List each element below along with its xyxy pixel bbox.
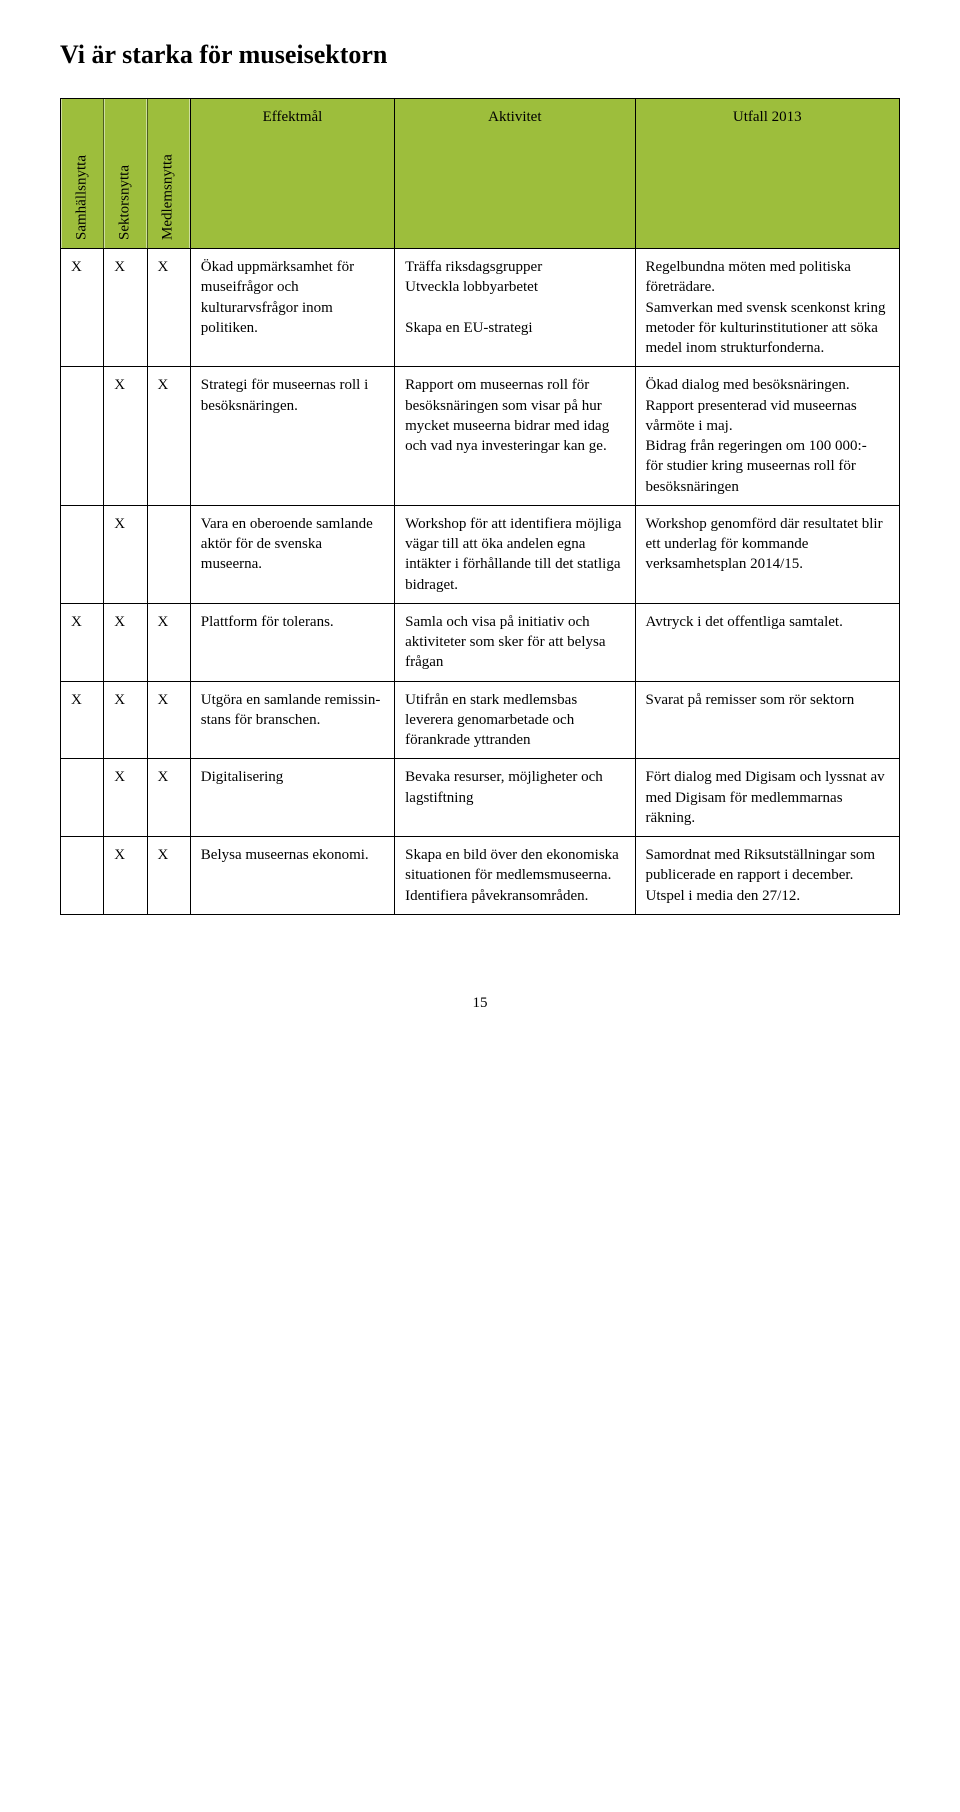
utfall-cell: Svarat på remisser som rör sektorn <box>635 681 899 759</box>
x-mark-cell <box>61 367 104 506</box>
effektmal-table: Samhällsnytta Sektorsnytta Medlemsnytta … <box>60 98 900 915</box>
aktivitet-cell: Bevaka resurser, möjligheter och lag­sti… <box>395 759 635 837</box>
table-row: XXXPlattform för tolerans.Samla och visa… <box>61 603 900 681</box>
col-header-sektorsnytta: Sektorsnytta <box>104 99 147 249</box>
aktivitet-cell: Rapport om mu­seernas roll för besöksnär… <box>395 367 635 506</box>
x-mark-cell: X <box>104 249 147 367</box>
table-row: X Vara en oberoende samlande aktör för de… <box>61 505 900 603</box>
x-mark-cell: X <box>104 681 147 759</box>
utfall-cell: Regelbundna möten med politiska företräd… <box>635 249 899 367</box>
utfall-cell: Avtryck i det offentliga samtalet. <box>635 603 899 681</box>
x-mark-cell: X <box>147 837 190 915</box>
table-body: XXXÖkad upp­märksamhet för museifrågor o… <box>61 249 900 915</box>
x-mark-cell <box>61 837 104 915</box>
table-header-row: Samhällsnytta Sektorsnytta Medlemsnytta … <box>61 99 900 249</box>
x-mark-cell: X <box>147 249 190 367</box>
x-mark-cell: X <box>61 681 104 759</box>
x-mark-cell: X <box>147 603 190 681</box>
effekt-cell: Belysa museernas ekonomi. <box>190 837 394 915</box>
x-mark-cell <box>61 505 104 603</box>
effekt-cell: Utgöra en sam­lande remissin­stans för b… <box>190 681 394 759</box>
col-header-effektmal: Effektmål <box>190 99 394 249</box>
x-mark-cell: X <box>104 505 147 603</box>
col-header-medlemsnytta: Medlemsnytta <box>147 99 190 249</box>
utfall-cell: Ökad dialog med besök­snäringen. Rapport… <box>635 367 899 506</box>
utfall-cell: Samordnat med Riksutställningar som publ… <box>635 837 899 915</box>
x-mark-cell: X <box>147 681 190 759</box>
effekt-cell: Ökad upp­märksamhet för museifrågor och … <box>190 249 394 367</box>
aktivitet-cell: Workshop för att identifiera möjliga väg… <box>395 505 635 603</box>
x-mark-cell: X <box>104 603 147 681</box>
utfall-cell: Workshop genomförd där resultatet blir e… <box>635 505 899 603</box>
utfall-cell: Fört dialog med Digisam och lyssnat av m… <box>635 759 899 837</box>
aktivitet-cell: Samla och visa på initiativ och aktiv­it… <box>395 603 635 681</box>
page-title: Vi är starka för museisektorn <box>60 40 900 70</box>
aktivitet-cell: Träffa riksdagsgrup­per Utveckla lobby­a… <box>395 249 635 367</box>
effekt-cell: Vara en oberoende samlande aktör för de … <box>190 505 394 603</box>
table-row: XXBelysa museernas ekonomi.Skapa en bild… <box>61 837 900 915</box>
x-mark-cell <box>61 759 104 837</box>
x-mark-cell: X <box>61 603 104 681</box>
table-row: XXXUtgöra en sam­lande remissin­stans fö… <box>61 681 900 759</box>
col-header-utfall: Utfall 2013 <box>635 99 899 249</box>
page-number: 15 <box>60 995 900 1012</box>
x-mark-cell: X <box>104 367 147 506</box>
aktivitet-cell: Skapa en bild över den ekonomiska situ­a… <box>395 837 635 915</box>
col-header-samhallsnytta: Samhällsnytta <box>61 99 104 249</box>
x-mark-cell: X <box>147 367 190 506</box>
x-mark-cell: X <box>104 759 147 837</box>
effekt-cell: Strategi för museernas roll i besöksnäri… <box>190 367 394 506</box>
x-mark-cell: X <box>104 837 147 915</box>
table-row: XXXÖkad upp­märksamhet för museifrågor o… <box>61 249 900 367</box>
col-header-aktivitet: Aktivitet <box>395 99 635 249</box>
x-mark-cell: X <box>147 759 190 837</box>
aktivitet-cell: Utifrån en stark medlemsbas leverera gen… <box>395 681 635 759</box>
effekt-cell: Plattform för tolerans. <box>190 603 394 681</box>
x-mark-cell <box>147 505 190 603</box>
effekt-cell: Digitalisering <box>190 759 394 837</box>
table-row: XXStrategi för museernas roll i besöksnä… <box>61 367 900 506</box>
x-mark-cell: X <box>61 249 104 367</box>
table-row: XXDigitaliseringBevaka resurser, möjligh… <box>61 759 900 837</box>
